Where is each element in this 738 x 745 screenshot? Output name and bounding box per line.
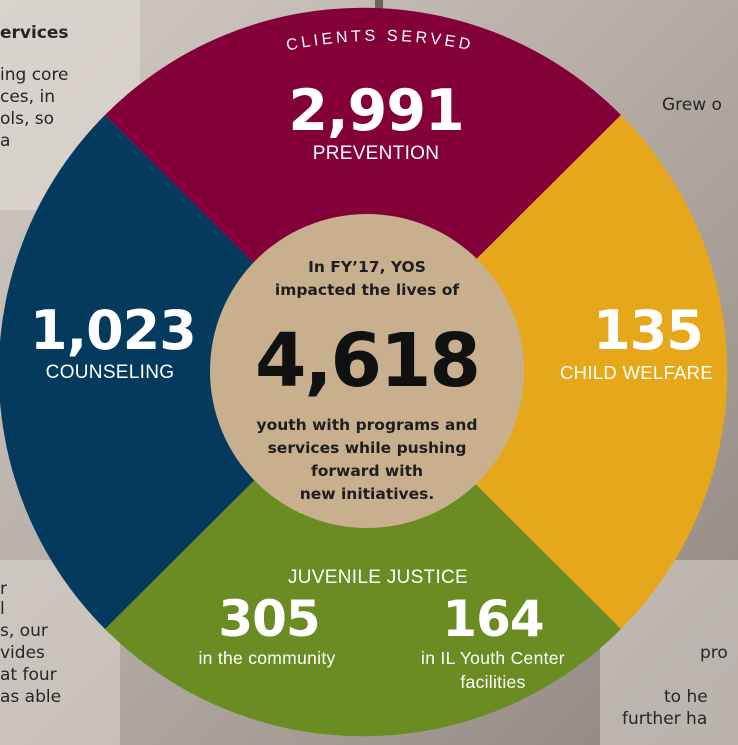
community-label: in the community (198, 648, 336, 668)
right-text-fragment: Grew o (662, 95, 722, 115)
counseling-label: COUNSELING (45, 362, 175, 383)
center-circle (210, 214, 524, 528)
center-outro-line-1: youth with programs and (256, 416, 478, 434)
center-outro-line-2: services while pushing (267, 439, 467, 457)
left-text-fragment: a (0, 131, 11, 151)
center-intro-line-1: In FY’17, YOS (308, 258, 426, 276)
counseling-segment (0, 115, 363, 629)
child-welfare-label: CHILD WELFARE (560, 362, 713, 383)
counseling-value: 1,023 (30, 299, 197, 362)
right-lower-fragment: pro (700, 643, 728, 663)
facility-value: 164 (442, 590, 544, 648)
center-outro-line-4: new initiatives. (299, 485, 435, 503)
community-value: 305 (218, 590, 320, 648)
left-text-fragment: ols, so (0, 109, 55, 129)
center-intro-line-2: impacted the lives of (274, 281, 460, 299)
prevention-label: PREVENTION (312, 143, 440, 164)
left-text-fragment: ces, in (0, 87, 55, 107)
prevention-segment (105, 7, 621, 372)
prevention-value: 2,991 (288, 78, 464, 144)
left-lower-fragment: r (0, 579, 7, 599)
left-text-fragment: ing core (0, 65, 69, 85)
facility-label: in IL Youth Center (421, 648, 565, 668)
left-lower-fragment: at four (0, 665, 57, 685)
left-heading-fragment: ervices (0, 23, 69, 43)
left-lower-fragment: as able (0, 687, 62, 707)
facility-label-2: facilities (460, 672, 526, 692)
center-outro-line-3: forward with (310, 462, 424, 480)
left-lower-fragment: s, our (0, 621, 48, 641)
juvenile-justice-segment (105, 372, 621, 737)
right-lower-fragment: to he (664, 687, 708, 707)
child-welfare-segment (363, 115, 728, 629)
right-lower-fragment: further ha (622, 709, 708, 729)
child-welfare-value: 135 (593, 299, 704, 362)
juvenile-justice-title: JUVENILE JUSTICE (287, 567, 469, 588)
total-youth-value: 4,618 (254, 318, 481, 404)
left-lower-fragment: l (0, 599, 5, 619)
left-lower-fragment: vides (0, 643, 45, 663)
